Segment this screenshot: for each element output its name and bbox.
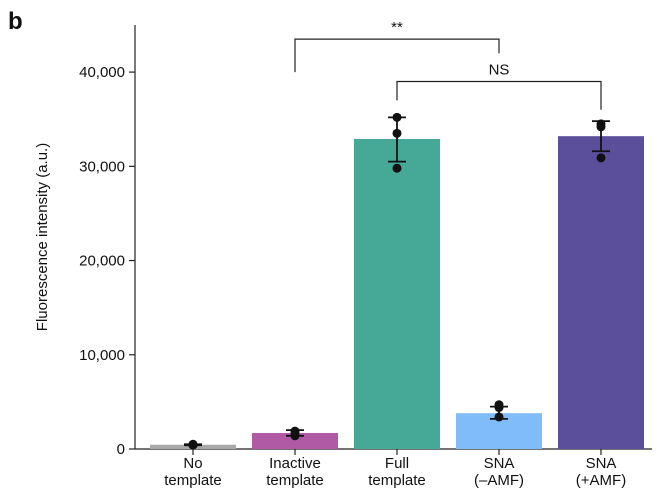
data-point (188, 440, 198, 450)
chart-bars (150, 136, 644, 449)
chart-data-points (188, 112, 606, 450)
x-tick-label: template (368, 472, 426, 489)
chart-significance-brackets: ** NS (294, 19, 602, 110)
bar (354, 139, 440, 449)
significance-bracket (294, 38, 500, 73)
y-tick-label: 10,000 (79, 347, 125, 364)
data-point (290, 428, 300, 438)
panel-label: b (8, 8, 23, 35)
y-tick-label: 20,000 (79, 253, 125, 270)
chart-axes: 010,00020,00030,00040,000NotemplateInact… (79, 25, 652, 489)
x-tick-label: Full (385, 455, 409, 472)
x-tick-label: template (164, 472, 222, 489)
significance-label: NS (489, 62, 510, 79)
bar (252, 432, 338, 449)
x-tick-label: (+AMF) (576, 472, 626, 489)
y-axis-label: Fluorescence intensity (a.u.) (34, 143, 51, 331)
x-tick-label: No (183, 455, 202, 472)
x-tick-label: (–AMF) (474, 472, 524, 489)
bar (558, 136, 644, 449)
data-point (392, 163, 402, 173)
x-tick-label: SNA (484, 455, 515, 472)
y-tick-label: 0 (117, 441, 125, 458)
x-tick-label: Inactive (269, 455, 321, 472)
x-tick-label: template (266, 472, 324, 489)
data-point (596, 153, 606, 163)
data-point (494, 412, 504, 422)
y-tick-label: 40,000 (79, 64, 125, 81)
data-point (494, 403, 504, 413)
significance-label: ** (391, 19, 403, 36)
x-tick-label: SNA (586, 455, 617, 472)
significance-bracket (396, 80, 602, 110)
data-point (392, 128, 402, 138)
data-point (392, 112, 402, 122)
y-tick-label: 30,000 (79, 158, 125, 175)
data-point (596, 122, 606, 132)
